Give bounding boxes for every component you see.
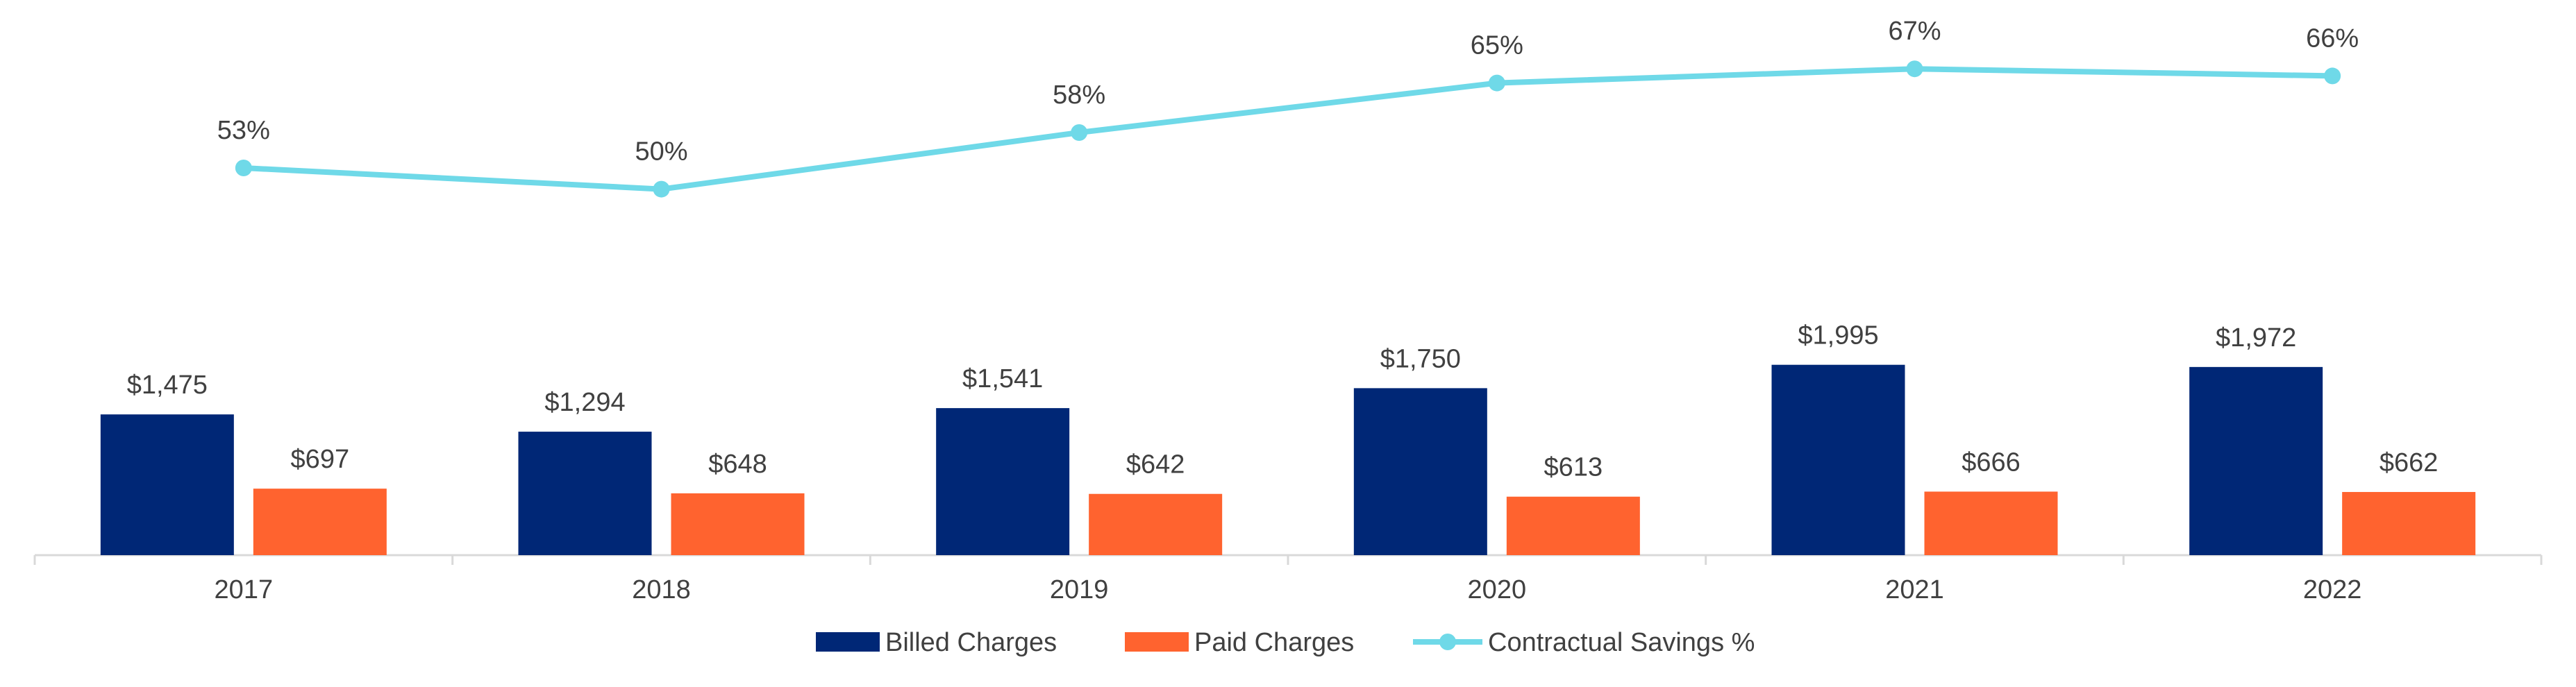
x-tick-label-2019: 2019 (1050, 575, 1109, 604)
legend-marker-contractual-savings (1439, 634, 1456, 650)
legend-label-contractual-savings: Contractual Savings % (1488, 628, 1755, 657)
bar-paid-charges-2020 (1506, 496, 1640, 555)
legend-swatch-billed-charges (816, 632, 880, 652)
data-label-paid-2017: $697 (291, 445, 350, 474)
data-label-billed-2021: $1,995 (1798, 321, 1878, 350)
data-label-paid-2021: $666 (1962, 448, 2021, 477)
x-tick-label-2021: 2021 (1885, 575, 1944, 604)
bar-billed-charges-2021 (1771, 364, 1905, 555)
legend-label-paid-charges: Paid Charges (1194, 628, 1354, 657)
data-label-billed-2019: $1,541 (962, 364, 1043, 393)
bar-paid-charges-2018 (671, 493, 805, 555)
x-tick-label-2018: 2018 (632, 575, 691, 604)
line-contractual-savings (243, 66, 2333, 192)
data-label-savings-2022: 66% (2306, 24, 2359, 53)
data-label-paid-2022: $662 (2380, 448, 2439, 477)
data-label-paid-2019: $642 (1126, 450, 1185, 480)
x-tick-label-2022: 2022 (2303, 575, 2362, 604)
legend-label-billed-charges: Billed Charges (885, 628, 1057, 657)
data-label-paid-2018: $648 (708, 450, 767, 479)
x-tick-label-2017: 2017 (215, 575, 274, 604)
point-savings-2021 (1906, 60, 1923, 78)
point-savings-2019 (1071, 124, 1088, 141)
data-label-billed-2017: $1,475 (127, 371, 208, 400)
bar-paid-charges-2017 (253, 489, 387, 555)
point-savings-2018 (653, 180, 670, 198)
data-label-savings-2018: 50% (635, 137, 687, 167)
bar-billed-charges-2018 (518, 432, 652, 555)
data-label-savings-2019: 58% (1053, 80, 1105, 110)
line-data-labels: 53% 50% 58% 65% 67% 66% (217, 17, 2359, 166)
bar-paid-charges-2021 (1924, 491, 2058, 555)
bar-paid-charges-2022 (2342, 491, 2476, 555)
point-savings-2022 (2324, 67, 2341, 85)
bar-billed-charges-2020 (1353, 388, 1487, 555)
point-savings-2020 (1488, 74, 1505, 92)
data-label-savings-2020: 65% (1471, 31, 1523, 60)
data-label-paid-2020: $613 (1544, 453, 1603, 482)
point-savings-2017 (235, 160, 252, 176)
legend: Billed Charges Paid Charges Contractual Sa… (816, 628, 1755, 657)
x-tick-label-2020: 2020 (1468, 575, 1527, 604)
bar-data-labels: $1,475 $697 $1,294 $648 $1,541 $642 $1,750 $613… (127, 321, 2439, 482)
bar-billed-charges-2019 (936, 408, 1070, 555)
data-label-billed-2018: $1,294 (544, 388, 625, 417)
x-axis-labels: 2017 2018 2019 2020 2021 2022 (215, 575, 2362, 604)
bar-billed-charges-2017 (100, 414, 234, 555)
savings-line-layer (235, 60, 2341, 198)
bar-billed-charges-2022 (2189, 366, 2323, 555)
x-axis-ticks (33, 555, 2543, 565)
data-label-savings-2021: 67% (1888, 17, 1941, 46)
bar-paid-charges-2019 (1089, 493, 1223, 555)
data-label-savings-2017: 53% (217, 116, 270, 145)
legend-swatch-paid-charges (1125, 632, 1189, 652)
data-label-billed-2022: $1,972 (2216, 323, 2296, 353)
bars (100, 364, 2476, 555)
data-label-billed-2020: $1,750 (1380, 344, 1461, 373)
